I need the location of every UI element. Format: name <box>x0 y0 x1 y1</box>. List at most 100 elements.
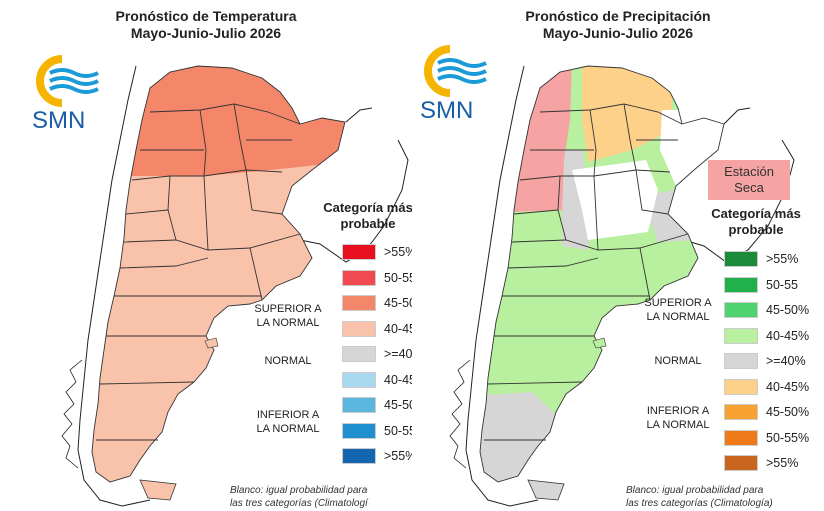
legend-label: 40-45 <box>384 372 412 387</box>
temperature-legend-item: 40-45 <box>342 320 412 338</box>
temperature-legend-item: 40-45 <box>342 371 412 389</box>
legend-title-line2: probable <box>340 216 396 231</box>
precipitation-legend-item: 50-55% <box>724 429 809 447</box>
dry-season-line1: Estación <box>724 164 774 179</box>
province-borders <box>91 65 346 483</box>
coastline-west <box>77 65 151 507</box>
precipitation-title-line2: Mayo-Junio-Julio 2026 <box>542 25 694 41</box>
legend-label: 45-50% <box>766 405 810 419</box>
fjords-west <box>449 359 471 469</box>
precipitation-title: Pronóstico de Precipitación Mayo-Junio-J… <box>412 8 824 42</box>
legend-swatch <box>342 371 376 388</box>
legend-label: >55% <box>384 245 412 259</box>
precipitation-legend-item: 45-50% <box>724 403 809 421</box>
temperature-legend-item: 45-50 <box>342 294 412 312</box>
legend-swatch <box>342 422 376 439</box>
legend-label: >55% <box>766 252 799 266</box>
legend-swatch <box>724 327 758 344</box>
legend-swatch <box>342 397 376 413</box>
temperature-legend-item: >55% <box>342 243 412 261</box>
legend-label: 45-50 <box>384 296 412 310</box>
temperature-note: Blanco: igual probabilidad para las tres… <box>230 484 368 510</box>
group-superior-line2: LA NORMAL <box>646 311 710 323</box>
temperature-legend-item: >55% <box>342 447 412 465</box>
legend-swatch <box>724 378 758 395</box>
legend-label: 45-50% <box>766 303 810 317</box>
legend-swatch <box>724 404 758 420</box>
temperature-legend-item: 50-55 <box>342 422 412 440</box>
legend-label: 50-55 <box>766 277 798 292</box>
smn-logo-text: SMN <box>32 107 86 134</box>
legend-label: 40-45% <box>766 328 810 343</box>
precip-region-northeast <box>582 66 672 162</box>
legend-label: 50-55 <box>384 423 412 438</box>
precipitation-note: Blanco: igual probabilidad para las tres… <box>626 484 773 510</box>
precipitation-panel: Pronóstico de Precipitación Mayo-Junio-J… <box>412 0 824 511</box>
legend-label: >55% <box>766 456 799 470</box>
island-east <box>592 337 607 349</box>
legend-swatch <box>342 448 376 464</box>
dry-season-line2: Seca <box>734 180 764 195</box>
island-east <box>204 337 219 349</box>
precipitation-legend-item: 45-50% <box>724 301 809 319</box>
precipitation-legend-title: Categoría más probable <box>704 206 808 238</box>
temp-group-inferior: INFERIOR A LA NORMAL <box>250 408 326 436</box>
temp-region-north <box>130 66 345 176</box>
precipitation-legend-item: 50-55 <box>724 276 798 294</box>
province-borders <box>479 65 725 483</box>
legend-title-line1: Categoría más <box>711 206 801 221</box>
precipitation-legend-item: 40-45% <box>724 378 809 396</box>
smn-logo: SMN <box>32 55 112 145</box>
fjords-west <box>61 359 83 469</box>
legend-swatch <box>342 244 376 260</box>
coastline-east <box>683 139 795 263</box>
precipitation-legend-item: >=40% <box>724 352 806 370</box>
legend-swatch <box>724 276 758 293</box>
precipitation-legend-item: 40-45% <box>724 327 809 345</box>
legend-label: 45-50 <box>384 398 412 412</box>
smn-logo: SMN <box>420 45 500 135</box>
legend-label: >55% <box>384 449 412 463</box>
group-inferior-line1: INFERIOR A <box>646 405 710 417</box>
note-line1: Blanco: igual probabilidad para <box>626 485 764 496</box>
legend-label: 40-45% <box>766 379 810 394</box>
group-inferior-line2: LA NORMAL <box>646 419 710 431</box>
smn-logo-text: SMN <box>420 97 474 124</box>
border-north <box>723 107 751 125</box>
legend-label: >=40 <box>384 347 412 361</box>
group-superior-line1: SUPERIOR A <box>644 297 712 309</box>
smn-sun-wave-icon <box>36 55 99 107</box>
temperature-legend-title: Categoría más probable <box>318 200 412 232</box>
precipitation-title-line1: Pronóstico de Precipitación <box>525 8 711 24</box>
temperature-panel: Pronóstico de Temperatura Mayo-Junio-Jul… <box>0 8 412 510</box>
tierra-del-fuego <box>527 479 565 501</box>
precip-group-normal: NORMAL <box>654 355 702 367</box>
legend-swatch <box>724 455 758 471</box>
temperature-title-line2: Mayo-Junio-Julio 2026 <box>130 25 282 41</box>
legend-swatch <box>342 269 376 286</box>
precip-group-inferior: INFERIOR A LA NORMAL <box>640 404 716 432</box>
coastline-east <box>299 139 409 263</box>
temp-group-superior: SUPERIOR A LA NORMAL <box>250 302 326 330</box>
precipitation-legend-item: >55% <box>724 250 798 268</box>
legend-swatch <box>342 295 376 311</box>
tierra-del-fuego <box>139 479 177 501</box>
precip-group-superior: SUPERIOR A LA NORMAL <box>640 296 716 324</box>
temperature-title: Pronóstico de Temperatura Mayo-Junio-Jul… <box>0 8 412 42</box>
temperature-legend-item: 45-50 <box>342 396 412 414</box>
group-inferior-line1: INFERIOR A <box>256 409 320 421</box>
precipitation-legend-item: >55% <box>724 454 798 472</box>
note-line2: las tres categorías (Climatología) <box>626 498 773 509</box>
precip-region-gray-south <box>480 392 612 482</box>
group-superior-line1: SUPERIOR A <box>254 303 322 315</box>
legend-swatch <box>342 320 376 337</box>
precip-region-white <box>572 160 658 240</box>
smn-sun-wave-icon <box>424 45 487 97</box>
group-superior-line2: LA NORMAL <box>256 317 320 329</box>
temperature-title-line1: Pronóstico de Temperatura <box>115 8 297 24</box>
legend-title-line1: Categoría más <box>323 200 412 215</box>
coastline-west <box>465 65 539 507</box>
temperature-legend-item: 50-55 <box>342 269 412 287</box>
legend-swatch <box>724 429 758 446</box>
temp-group-normal: NORMAL <box>264 355 312 367</box>
